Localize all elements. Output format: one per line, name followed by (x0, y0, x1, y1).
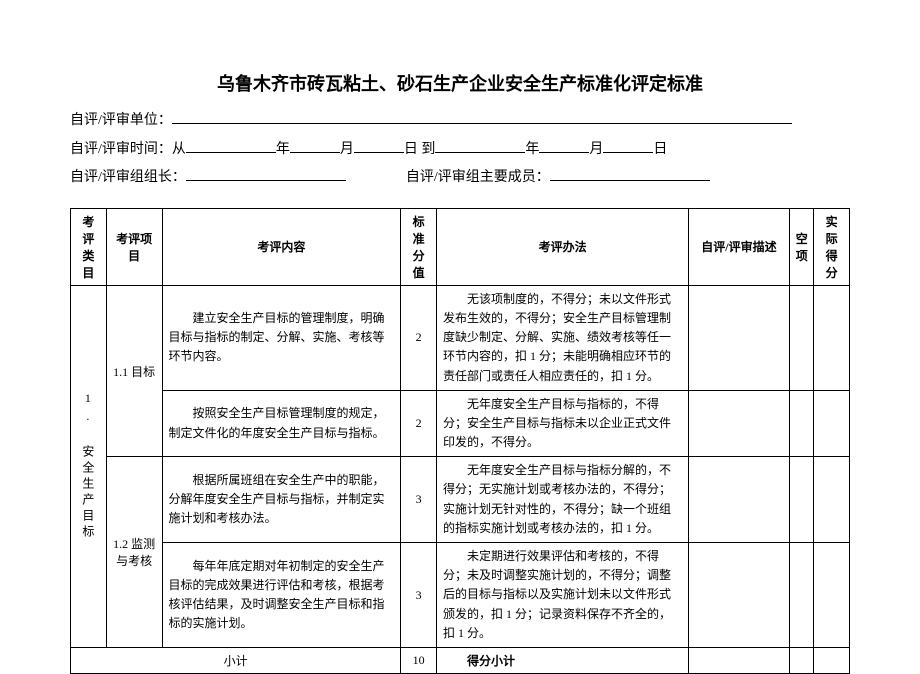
subtotal-score: 10 (401, 647, 437, 673)
th-score: 标准分值 (401, 208, 437, 285)
content-cell: 根据所属班组在安全生产中的职能，分解年度安全生产目标与指标，并制定实施计划和考核… (162, 457, 401, 543)
subtotal-method: 得分小计 (437, 647, 689, 673)
score-cell: 3 (401, 543, 437, 648)
year1-blank (186, 137, 276, 153)
desc-cell (689, 390, 789, 457)
empty-cell (789, 390, 814, 457)
th-actual: 实际得分 (814, 208, 850, 285)
year1-label: 年 (276, 142, 290, 157)
table-header-row: 考评类目 考评项目 考评内容 标准分值 考评办法 自评/评审描述 空项 实际得分 (71, 208, 850, 285)
desc-cell (689, 285, 789, 390)
th-desc: 自评/评审描述 (689, 208, 789, 285)
subtotal-label: 小计 (71, 647, 401, 673)
unit-blank (172, 108, 792, 124)
unit-label: 自评/评审单位： (70, 113, 172, 128)
empty-cell (789, 543, 814, 648)
members-blank (550, 165, 710, 181)
item-cell-1: 1.1 目标 (106, 285, 162, 457)
table-row: 每年年底定期对年初制定的安全生产目标的完成效果进行评估和考核，根据考核评估结果，… (71, 543, 850, 648)
desc-cell (689, 457, 789, 543)
table-row: 按照安全生产目标管理制度的规定，制定文件化的年度安全生产目标与指标。 2 无年度… (71, 390, 850, 457)
method-cell: 无该项制度的，不得分；未以文件形式发布生效的，不得分；安全生产目标管理制度缺少制… (437, 285, 689, 390)
header-unit-line: 自评/评审单位： (70, 108, 850, 135)
leader-blank (186, 165, 346, 181)
actual-cell (814, 457, 850, 543)
method-cell: 未定期进行效果评估和考核的，不得分；未及时调整实施计划的，不得分；调整后的目标与… (437, 543, 689, 648)
subtotal-empty (789, 647, 814, 673)
category-cell: 1. 安全生产目标 (71, 285, 107, 647)
header-time-line: 自评/评审时间：从 年 月 日 到 年 月 日 (70, 137, 850, 164)
content-cell: 建立安全生产目标的管理制度，明确目标与指标的制定、分解、实施、考核等环节内容。 (162, 285, 401, 390)
content-cell: 每年年底定期对年初制定的安全生产目标的完成效果进行评估和考核，根据考核评估结果，… (162, 543, 401, 648)
th-method: 考评办法 (437, 208, 689, 285)
year2-blank (435, 137, 525, 153)
year2-label: 年 (525, 142, 539, 157)
leader-label: 自评/评审组组长： (70, 170, 186, 185)
item-cell-2: 1.2 监测与考核 (106, 457, 162, 648)
month2-label: 月 (589, 142, 603, 157)
content-cell: 按照安全生产目标管理制度的规定，制定文件化的年度安全生产目标与指标。 (162, 390, 401, 457)
actual-cell (814, 285, 850, 390)
table-row: 1.2 监测与考核 根据所属班组在安全生产中的职能，分解年度安全生产目标与指标，… (71, 457, 850, 543)
empty-cell (789, 457, 814, 543)
evaluation-table: 考评类目 考评项目 考评内容 标准分值 考评办法 自评/评审描述 空项 实际得分… (70, 208, 850, 674)
header-leader-line: 自评/评审组组长： 自评/评审组主要成员： (70, 165, 850, 192)
table-row: 1. 安全生产目标 1.1 目标 建立安全生产目标的管理制度，明确目标与指标的制… (71, 285, 850, 390)
day2-blank (603, 137, 653, 153)
document-title: 乌鲁木齐市砖瓦粘土、砂石生产企业安全生产标准化评定标准 (70, 70, 850, 96)
day1-blank (354, 137, 404, 153)
day1-label: 日 到 (404, 142, 436, 157)
method-cell: 无年度安全生产目标与指标的，不得分；安全生产目标与指标未以企业正式文件印发的，不… (437, 390, 689, 457)
members-label: 自评/评审组主要成员： (406, 170, 550, 185)
month2-blank (539, 137, 589, 153)
month1-label: 月 (340, 142, 354, 157)
th-content: 考评内容 (162, 208, 401, 285)
day2-label: 日 (653, 142, 667, 157)
month1-blank (290, 137, 340, 153)
time-label: 自评/评审时间：从 (70, 142, 186, 157)
score-cell: 2 (401, 285, 437, 390)
score-cell: 2 (401, 390, 437, 457)
th-category: 考评类目 (71, 208, 107, 285)
th-empty: 空项 (789, 208, 814, 285)
actual-cell (814, 543, 850, 648)
actual-cell (814, 390, 850, 457)
empty-cell (789, 285, 814, 390)
method-cell: 无年度安全生产目标与指标分解的，不得分；无实施计划或考核办法的，不得分；实施计划… (437, 457, 689, 543)
desc-cell (689, 543, 789, 648)
th-item: 考评项目 (106, 208, 162, 285)
score-cell: 3 (401, 457, 437, 543)
subtotal-row: 小计 10 得分小计 (71, 647, 850, 673)
subtotal-desc (689, 647, 789, 673)
subtotal-actual (814, 647, 850, 673)
